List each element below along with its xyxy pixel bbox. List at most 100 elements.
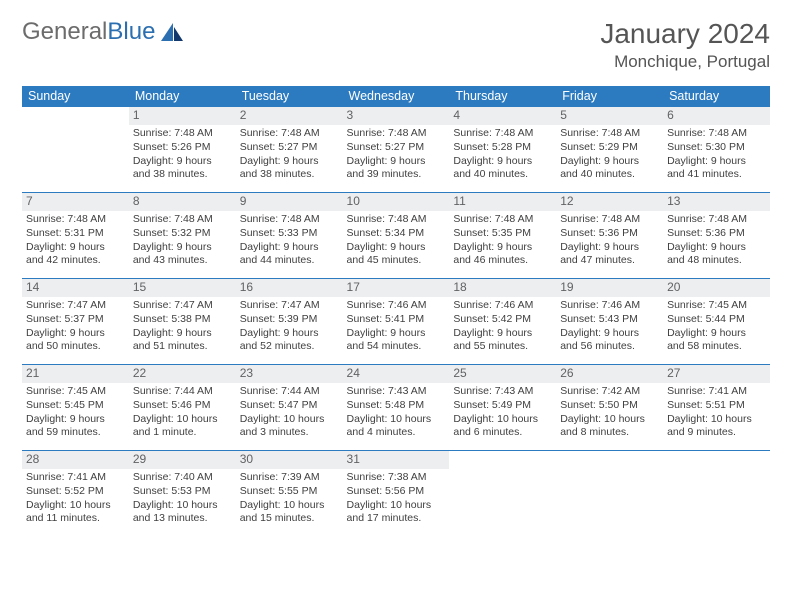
day-number: 21 — [22, 365, 129, 383]
weekday-header: Tuesday — [236, 86, 343, 107]
day-number: 11 — [449, 193, 556, 211]
day-info: Sunrise: 7:41 AMSunset: 5:52 PMDaylight:… — [26, 471, 125, 526]
day-info: Sunrise: 7:44 AMSunset: 5:46 PMDaylight:… — [133, 385, 232, 440]
day-number: 7 — [22, 193, 129, 211]
logo: GeneralBlue — [22, 18, 185, 46]
calendar-row: 14Sunrise: 7:47 AMSunset: 5:37 PMDayligh… — [22, 279, 770, 365]
day-info: Sunrise: 7:48 AMSunset: 5:27 PMDaylight:… — [347, 127, 446, 182]
weekday-header-row: SundayMondayTuesdayWednesdayThursdayFrid… — [22, 86, 770, 107]
day-cell: 26 Sunrise: 7:42 AMSunset: 5:50 PMDayligh… — [556, 365, 663, 451]
calendar-row: 28 Sunrise: 7:41 AMSunset: 5:52 PMDayligh… — [22, 451, 770, 537]
calendar-row: 21 Sunrise: 7:45 AMSunset: 5:45 PMDayligh… — [22, 365, 770, 451]
logo-text: GeneralBlue — [22, 18, 155, 46]
day-info: Sunrise: 7:46 AMSunset: 5:43 PMDaylight:… — [560, 299, 659, 354]
day-number: 26 — [556, 365, 663, 383]
day-info: Sunrise: 7:46 AMSunset: 5:42 PMDaylight:… — [453, 299, 552, 354]
day-info: Sunrise: 7:48 AMSunset: 5:30 PMDaylight:… — [667, 127, 766, 182]
day-cell: 24 Sunrise: 7:43 AMSunset: 5:48 PMDayligh… — [343, 365, 450, 451]
day-number: 9 — [236, 193, 343, 211]
weekday-header: Saturday — [663, 86, 770, 107]
day-info: Sunrise: 7:48 AMSunset: 5:28 PMDaylight:… — [453, 127, 552, 182]
day-number: 4 — [449, 107, 556, 125]
day-number: 24 — [343, 365, 450, 383]
weekday-header: Sunday — [22, 86, 129, 107]
day-number: 15 — [129, 279, 236, 297]
day-info: Sunrise: 7:39 AMSunset: 5:55 PMDaylight:… — [240, 471, 339, 526]
day-info: Sunrise: 7:45 AMSunset: 5:45 PMDaylight:… — [26, 385, 125, 440]
day-number: 6 — [663, 107, 770, 125]
empty-cell — [449, 451, 556, 537]
day-info: Sunrise: 7:38 AMSunset: 5:56 PMDaylight:… — [347, 471, 446, 526]
day-info: Sunrise: 7:40 AMSunset: 5:53 PMDaylight:… — [133, 471, 232, 526]
day-info: Sunrise: 7:48 AMSunset: 5:35 PMDaylight:… — [453, 213, 552, 268]
logo-sail-icon — [159, 21, 185, 43]
day-info: Sunrise: 7:48 AMSunset: 5:36 PMDaylight:… — [667, 213, 766, 268]
day-info: Sunrise: 7:45 AMSunset: 5:44 PMDaylight:… — [667, 299, 766, 354]
day-cell: 4 Sunrise: 7:48 AMSunset: 5:28 PMDaylight… — [449, 107, 556, 193]
day-info: Sunrise: 7:46 AMSunset: 5:41 PMDaylight:… — [347, 299, 446, 354]
day-number: 25 — [449, 365, 556, 383]
day-cell: 6 Sunrise: 7:48 AMSunset: 5:30 PMDaylight… — [663, 107, 770, 193]
day-info: Sunrise: 7:42 AMSunset: 5:50 PMDaylight:… — [560, 385, 659, 440]
empty-cell — [22, 107, 129, 193]
day-cell: 1Sunrise: 7:48 AMSunset: 5:26 PMDaylight… — [129, 107, 236, 193]
day-cell: 29 Sunrise: 7:40 AMSunset: 5:53 PMDayligh… — [129, 451, 236, 537]
empty-cell — [556, 451, 663, 537]
day-number: 20 — [663, 279, 770, 297]
day-number: 8 — [129, 193, 236, 211]
day-number: 18 — [449, 279, 556, 297]
day-cell: 5Sunrise: 7:48 AMSunset: 5:29 PMDaylight… — [556, 107, 663, 193]
day-cell: 25 Sunrise: 7:43 AMSunset: 5:49 PMDayligh… — [449, 365, 556, 451]
weekday-header: Thursday — [449, 86, 556, 107]
day-number: 16 — [236, 279, 343, 297]
calendar-table: SundayMondayTuesdayWednesdayThursdayFrid… — [22, 86, 770, 537]
day-info: Sunrise: 7:47 AMSunset: 5:38 PMDaylight:… — [133, 299, 232, 354]
day-number: 13 — [663, 193, 770, 211]
day-cell: 16 Sunrise: 7:47 AMSunset: 5:39 PMDayligh… — [236, 279, 343, 365]
logo-word1: General — [22, 18, 107, 45]
day-info: Sunrise: 7:48 AMSunset: 5:34 PMDaylight:… — [347, 213, 446, 268]
day-info: Sunrise: 7:47 AMSunset: 5:39 PMDaylight:… — [240, 299, 339, 354]
day-number: 23 — [236, 365, 343, 383]
day-info: Sunrise: 7:43 AMSunset: 5:49 PMDaylight:… — [453, 385, 552, 440]
day-cell: 28 Sunrise: 7:41 AMSunset: 5:52 PMDayligh… — [22, 451, 129, 537]
empty-cell — [663, 451, 770, 537]
day-number: 12 — [556, 193, 663, 211]
weekday-header: Monday — [129, 86, 236, 107]
day-cell: 15 Sunrise: 7:47 AMSunset: 5:38 PMDayligh… — [129, 279, 236, 365]
logo-word2: Blue — [107, 18, 155, 45]
day-cell: 8 Sunrise: 7:48 AMSunset: 5:32 PMDaylight… — [129, 193, 236, 279]
page-title: January 2024 — [600, 18, 770, 50]
day-cell: 20 Sunrise: 7:45 AMSunset: 5:44 PMDayligh… — [663, 279, 770, 365]
day-cell: 18 Sunrise: 7:46 AMSunset: 5:42 PMDayligh… — [449, 279, 556, 365]
day-number: 19 — [556, 279, 663, 297]
day-info: Sunrise: 7:48 AMSunset: 5:33 PMDaylight:… — [240, 213, 339, 268]
day-cell: 10 Sunrise: 7:48 AMSunset: 5:34 PMDayligh… — [343, 193, 450, 279]
day-info: Sunrise: 7:44 AMSunset: 5:47 PMDaylight:… — [240, 385, 339, 440]
calendar-row: 7Sunrise: 7:48 AMSunset: 5:31 PMDaylight… — [22, 193, 770, 279]
day-cell: 17 Sunrise: 7:46 AMSunset: 5:41 PMDayligh… — [343, 279, 450, 365]
day-number: 30 — [236, 451, 343, 469]
day-number: 17 — [343, 279, 450, 297]
day-number: 10 — [343, 193, 450, 211]
day-cell: 30 Sunrise: 7:39 AMSunset: 5:55 PMDayligh… — [236, 451, 343, 537]
calendar-body: 1Sunrise: 7:48 AMSunset: 5:26 PMDaylight… — [22, 107, 770, 537]
day-info: Sunrise: 7:48 AMSunset: 5:32 PMDaylight:… — [133, 213, 232, 268]
day-info: Sunrise: 7:43 AMSunset: 5:48 PMDaylight:… — [347, 385, 446, 440]
day-number: 28 — [22, 451, 129, 469]
day-cell: 7Sunrise: 7:48 AMSunset: 5:31 PMDaylight… — [22, 193, 129, 279]
day-info: Sunrise: 7:48 AMSunset: 5:27 PMDaylight:… — [240, 127, 339, 182]
location-label: Monchique, Portugal — [600, 52, 770, 72]
weekday-header: Wednesday — [343, 86, 450, 107]
day-cell: 31 Sunrise: 7:38 AMSunset: 5:56 PMDayligh… — [343, 451, 450, 537]
day-cell: 22Sunrise: 7:44 AMSunset: 5:46 PMDayligh… — [129, 365, 236, 451]
day-info: Sunrise: 7:48 AMSunset: 5:26 PMDaylight:… — [133, 127, 232, 182]
day-number: 29 — [129, 451, 236, 469]
day-info: Sunrise: 7:47 AMSunset: 5:37 PMDaylight:… — [26, 299, 125, 354]
day-number: 31 — [343, 451, 450, 469]
day-cell: 23 Sunrise: 7:44 AMSunset: 5:47 PMDayligh… — [236, 365, 343, 451]
title-block: January 2024 Monchique, Portugal — [600, 18, 770, 72]
day-cell: 3Sunrise: 7:48 AMSunset: 5:27 PMDaylight… — [343, 107, 450, 193]
day-cell: 14Sunrise: 7:47 AMSunset: 5:37 PMDayligh… — [22, 279, 129, 365]
day-number: 2 — [236, 107, 343, 125]
